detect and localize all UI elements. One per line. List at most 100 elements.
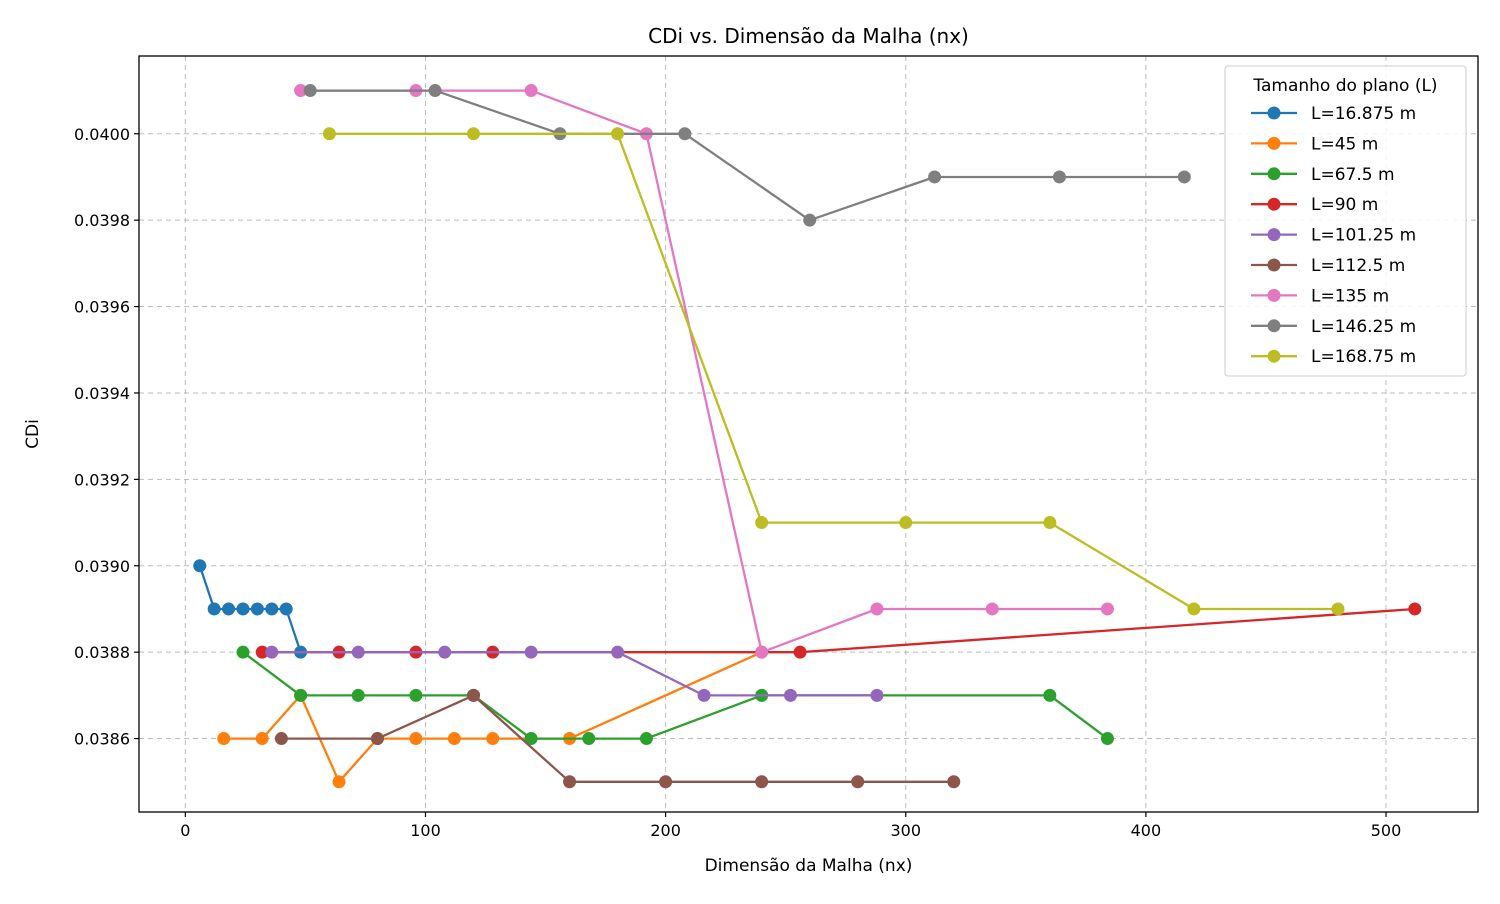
legend-label: L=101.25 m bbox=[1311, 226, 1416, 246]
legend: Tamanho do plano (L) L=16.875 m L=45 m L=6… bbox=[1224, 65, 1467, 377]
data-point bbox=[217, 732, 231, 746]
legend-marker bbox=[1267, 136, 1281, 150]
legend-label: L=45 m bbox=[1311, 134, 1378, 154]
data-point bbox=[409, 688, 423, 702]
data-point bbox=[947, 775, 961, 789]
data-point bbox=[755, 645, 769, 659]
legend-marker bbox=[1267, 106, 1281, 120]
data-point bbox=[803, 213, 817, 227]
series-layer bbox=[193, 84, 1422, 789]
legend-label: L=90 m bbox=[1311, 195, 1378, 215]
series-line bbox=[281, 694, 954, 783]
y-tick-label: 0.0388 bbox=[74, 643, 130, 662]
legend-entries: L=16.875 m L=45 m L=67.5 m L=90 m L=101.25 m… bbox=[1251, 104, 1416, 367]
legend-entry: L=112.5 m bbox=[1251, 256, 1405, 276]
legend-label: L=146.25 m bbox=[1311, 317, 1416, 337]
legend-marker bbox=[1267, 258, 1281, 272]
series-9 bbox=[322, 127, 1345, 616]
legend-entry: L=16.875 m bbox=[1251, 104, 1416, 124]
data-point bbox=[851, 775, 865, 789]
y-tick-label: 0.0386 bbox=[74, 730, 130, 749]
data-point bbox=[255, 732, 269, 746]
legend-entry: L=101.25 m bbox=[1251, 226, 1416, 246]
data-point bbox=[351, 645, 365, 659]
data-point bbox=[928, 170, 942, 184]
x-tick-label: 100 bbox=[410, 821, 441, 840]
data-point bbox=[870, 688, 884, 702]
legend-marker bbox=[1267, 228, 1281, 242]
data-point bbox=[332, 775, 346, 789]
data-point bbox=[370, 732, 384, 746]
data-point bbox=[1043, 516, 1057, 530]
data-point bbox=[467, 127, 481, 141]
axis-ticks: 0 100 200 300 400 500 0.0386 0.0388 0.0390 0.0392… bbox=[74, 125, 1401, 840]
data-point bbox=[899, 516, 913, 530]
x-tick-label: 200 bbox=[650, 821, 681, 840]
y-tick-label: 0.0400 bbox=[74, 125, 130, 144]
data-point bbox=[438, 645, 452, 659]
data-point bbox=[870, 602, 884, 616]
data-point bbox=[409, 732, 423, 746]
data-point bbox=[1408, 602, 1422, 616]
data-point bbox=[303, 84, 317, 98]
legend-label: L=135 m bbox=[1311, 286, 1389, 306]
data-point bbox=[1331, 602, 1345, 616]
x-tick-label: 500 bbox=[1371, 821, 1402, 840]
legend-entry: L=135 m bbox=[1251, 286, 1389, 306]
data-point bbox=[985, 602, 999, 616]
y-tick-label: 0.0390 bbox=[74, 557, 130, 576]
data-point bbox=[678, 127, 692, 141]
legend-label: L=112.5 m bbox=[1311, 256, 1405, 276]
x-tick-label: 400 bbox=[1131, 821, 1162, 840]
data-point bbox=[265, 602, 279, 616]
series-6 bbox=[274, 688, 961, 789]
data-point bbox=[236, 645, 250, 659]
data-point bbox=[1043, 688, 1057, 702]
data-point bbox=[207, 602, 221, 616]
legend-entry: L=67.5 m bbox=[1251, 165, 1395, 185]
legend-marker bbox=[1267, 319, 1281, 333]
plot-frame bbox=[138, 55, 1479, 813]
data-point bbox=[793, 645, 807, 659]
data-point bbox=[563, 775, 577, 789]
data-point bbox=[274, 732, 288, 746]
legend-label: L=67.5 m bbox=[1311, 165, 1395, 185]
data-point bbox=[428, 84, 442, 98]
data-point bbox=[755, 516, 769, 530]
data-point bbox=[611, 127, 625, 141]
data-point bbox=[1052, 170, 1066, 184]
data-point bbox=[697, 688, 711, 702]
series-8 bbox=[303, 84, 1191, 227]
data-point bbox=[265, 645, 279, 659]
legend-marker bbox=[1267, 167, 1281, 181]
data-point bbox=[639, 732, 653, 746]
y-tick-label: 0.0398 bbox=[74, 211, 130, 230]
legend-marker bbox=[1267, 288, 1281, 302]
data-point bbox=[755, 775, 769, 789]
series-5 bbox=[265, 645, 884, 702]
series-line bbox=[329, 132, 1338, 611]
x-axis-label: Dimensão da Malha (nx) bbox=[705, 856, 913, 876]
data-point bbox=[1100, 732, 1114, 746]
legend-title: Tamanho do plano (L) bbox=[1252, 76, 1437, 96]
legend-marker bbox=[1267, 197, 1281, 211]
legend-entry: L=168.75 m bbox=[1251, 347, 1416, 367]
y-tick-label: 0.0394 bbox=[74, 384, 130, 403]
data-point bbox=[611, 645, 625, 659]
data-point bbox=[1187, 602, 1201, 616]
data-point bbox=[486, 732, 500, 746]
data-point bbox=[255, 645, 269, 659]
x-tick-label: 300 bbox=[890, 821, 921, 840]
legend-entry: L=90 m bbox=[1251, 195, 1378, 215]
data-point bbox=[659, 775, 673, 789]
data-point bbox=[524, 645, 538, 659]
data-point bbox=[524, 84, 538, 98]
series-line bbox=[310, 89, 1185, 222]
legend-marker bbox=[1267, 349, 1281, 363]
data-point bbox=[351, 688, 365, 702]
legend-entry: L=146.25 m bbox=[1251, 317, 1416, 337]
data-point bbox=[524, 732, 538, 746]
data-point bbox=[582, 732, 596, 746]
